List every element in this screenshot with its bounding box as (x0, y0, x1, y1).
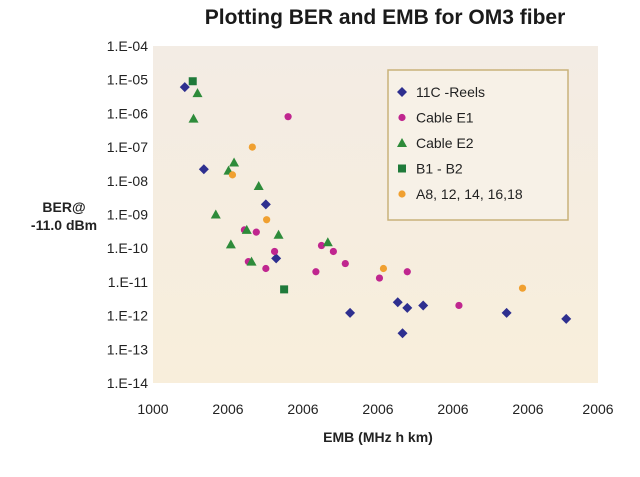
x-tick-label: 1000 (137, 401, 168, 417)
data-point (501, 307, 512, 318)
data-point (210, 209, 221, 219)
legend-marker (398, 113, 406, 122)
y-tick-label: 1.E-13 (107, 341, 148, 357)
legend-label: 11C -Reels (416, 84, 485, 100)
data-point (418, 300, 429, 311)
legend-marker (398, 190, 406, 198)
legend-marker (397, 138, 407, 147)
y-tick-label: 1.E-12 (107, 308, 148, 324)
series-group (228, 143, 527, 292)
data-point (341, 259, 349, 268)
data-point (561, 313, 572, 324)
legend-marker (398, 164, 406, 173)
data-point (253, 181, 264, 191)
y-tick-label: 1.E-06 (107, 105, 148, 121)
y-tick-label: 1.E-11 (108, 274, 148, 290)
data-point (241, 224, 252, 234)
y-tick-label: 1.E-14 (107, 375, 148, 391)
data-point (455, 301, 463, 310)
data-point (225, 239, 236, 249)
data-point (260, 199, 271, 210)
legend-label: Cable E2 (416, 135, 474, 151)
data-point (329, 247, 337, 256)
y-tick-label: 1.E-07 (107, 139, 148, 155)
data-point (188, 77, 197, 86)
data-point (271, 253, 282, 264)
data-point (280, 285, 289, 294)
data-point (252, 228, 260, 236)
data-point (322, 237, 333, 247)
data-point (246, 256, 257, 266)
x-tick-label: 2006 (582, 401, 613, 417)
legend-label: B1 - B2 (416, 161, 463, 177)
data-point (229, 157, 240, 167)
chart-title: Plotting BER and EMB for OM3 fiber (205, 6, 566, 29)
series-group (188, 77, 289, 294)
data-point (262, 264, 270, 273)
data-point (228, 171, 237, 179)
data-point (317, 241, 326, 250)
data-point (248, 143, 256, 151)
data-point (397, 328, 408, 339)
x-tick-label: 2006 (512, 401, 543, 417)
x-axis-label: EMB (MHz h km) (323, 429, 433, 445)
y-tick-label: 1.E-10 (107, 240, 148, 256)
ticks-layer: 1.E-04 1.E-05 1.E-06 1.E-07 1.E-08 1.E-09 1.E-… (107, 38, 614, 417)
data-point (284, 113, 292, 121)
y-tick-label: 1.E-05 (107, 72, 148, 88)
y-axis-label-line-1: BER@ (42, 199, 85, 215)
x-tick-label: 2006 (437, 401, 468, 417)
data-point (312, 268, 320, 276)
y-tick-label: 1.E-04 (107, 38, 148, 54)
data-point (273, 229, 284, 239)
legend-marker (397, 87, 407, 97)
y-tick-label: 1.E-09 (107, 207, 148, 223)
legend: 11C -Reels Cable E1 Cable E2 B1 - B2 A8, 12,… (387, 69, 569, 221)
points-layer (179, 77, 572, 339)
legend-label: A8, 12, 14, 16,18 (416, 186, 523, 202)
y-tick-label: 1.E-08 (107, 173, 148, 189)
data-point (345, 307, 356, 318)
data-point (179, 82, 190, 93)
data-point (518, 284, 527, 292)
data-point (192, 88, 203, 98)
data-point (402, 302, 413, 313)
legend-box (387, 69, 569, 221)
y-axis-label-line-2: -11.0 dBm (31, 217, 97, 233)
data-point (379, 264, 388, 273)
x-tick-label: 2006 (212, 401, 243, 417)
data-point (198, 164, 209, 175)
series-group (179, 82, 572, 339)
x-tick-label: 2006 (362, 401, 393, 417)
data-point (392, 297, 403, 308)
data-point (403, 268, 411, 276)
data-point (270, 247, 279, 256)
legend-label: Cable E1 (416, 110, 474, 126)
data-point (263, 216, 271, 224)
data-point (188, 113, 199, 123)
data-point (375, 274, 384, 282)
x-tick-label: 2006 (287, 401, 318, 417)
